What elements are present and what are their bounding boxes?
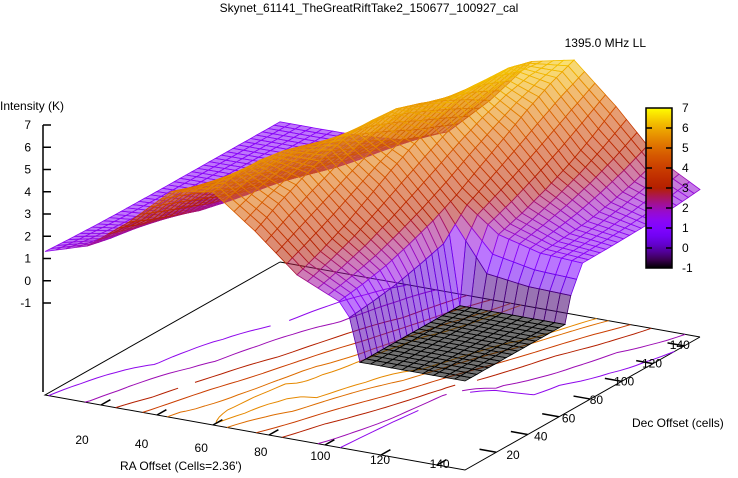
y-tick-label: 60: [562, 411, 576, 425]
x-tick-label: 140: [430, 457, 450, 471]
contour-line: [48, 284, 675, 449]
surface-group: [44, 59, 701, 382]
x-tick: [268, 429, 279, 436]
x-tick-label: 80: [254, 445, 268, 459]
y-tick-label: 40: [534, 430, 548, 444]
z-axis-label: Intensity (K): [0, 99, 64, 113]
y-tick: [479, 448, 497, 454]
surface-cell: [453, 375, 473, 382]
colorbox-tick-label: 2: [682, 201, 689, 215]
x-tick: [100, 399, 111, 406]
colorbox-ticks: -1 0 1 2 3 4 5 6 7: [646, 101, 693, 275]
z-tick-label: 7: [24, 118, 31, 132]
z-tick-label: 0: [24, 274, 31, 288]
x-tick-label: 100: [310, 449, 330, 463]
colorbox-tick-label: 6: [682, 121, 689, 135]
z-tick-label: 2: [24, 229, 31, 243]
y-tick: [573, 395, 591, 400]
x-tick: [380, 449, 391, 456]
x-tick: [324, 439, 335, 446]
x-tick-label: 40: [135, 437, 149, 451]
y-tick-label: 100: [614, 375, 634, 389]
y-tick-label: 80: [590, 393, 604, 407]
y-tick: [510, 430, 528, 436]
y-tick: [542, 413, 560, 418]
z-tick-label: -1: [20, 296, 31, 310]
x-tick: [436, 459, 447, 466]
colorbox-tick-label: 7: [682, 101, 689, 115]
legend-label: 1395.0 MHz LL: [565, 36, 647, 50]
y-tick-label: 140: [670, 338, 690, 352]
colorbox-tick-label: 4: [682, 161, 689, 175]
colorbox-tick-label: -1: [682, 261, 693, 275]
colorbox-tick-label: 5: [682, 141, 689, 155]
floor-front-border: [43, 261, 701, 471]
x-tick-label: 20: [75, 433, 89, 447]
colorbox-tick-label: 3: [682, 181, 689, 195]
x-axis-label: RA Offset (Cells=2.36'): [120, 459, 242, 473]
z-tick-label: 3: [24, 207, 31, 221]
z-tick-label: 5: [24, 163, 31, 177]
x-tick: [156, 409, 167, 416]
y-tick: [667, 342, 685, 347]
colorbox-tick-label: 1: [682, 221, 689, 235]
x-tick: [212, 419, 223, 426]
x-tick-label: 120: [370, 453, 390, 467]
z-tick-label: 6: [24, 140, 31, 154]
colorbox-tick-label: 0: [682, 241, 689, 255]
y-tick: [604, 377, 622, 383]
z-tick-label: 4: [24, 185, 31, 199]
y-axis-label: Dec Offset (cells): [632, 416, 724, 430]
y-tick: [636, 359, 654, 365]
y-tick-label: 20: [506, 448, 520, 462]
x-tick-label: 60: [195, 441, 209, 455]
z-tick-label: 1: [24, 252, 31, 266]
y-tick-label: 120: [642, 356, 662, 370]
chart-title: Skynet_61141_TheGreatRiftTake2_150677_10…: [220, 1, 519, 15]
